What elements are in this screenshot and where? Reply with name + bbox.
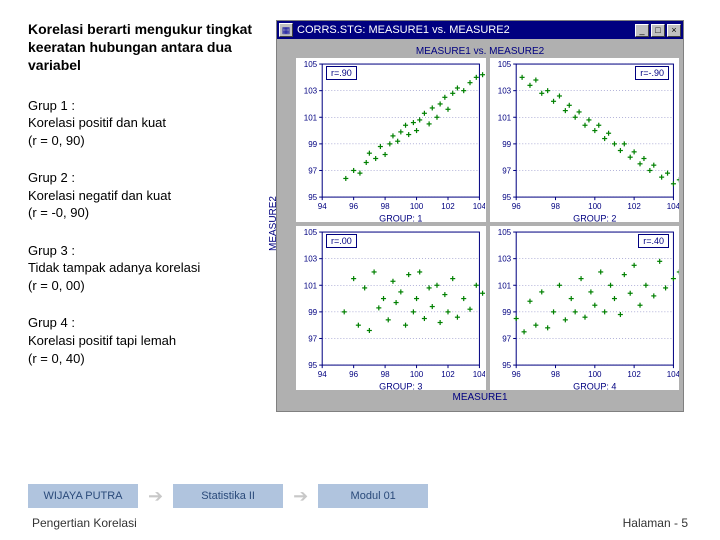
svg-text:97: 97: [502, 167, 511, 176]
tab-author: WIJAYA PUTRA: [28, 484, 138, 508]
svg-text:95: 95: [502, 193, 511, 202]
svg-text:98: 98: [381, 202, 390, 211]
group-3-body: Tidak tampak adanya korelasi: [28, 259, 260, 277]
svg-text:GROUP: 2: GROUP: 2: [573, 213, 616, 223]
svg-text:96: 96: [349, 370, 358, 379]
svg-text:103: 103: [304, 87, 318, 96]
r-label: r=.40: [638, 234, 669, 248]
svg-text:99: 99: [308, 140, 317, 149]
svg-text:101: 101: [497, 281, 511, 290]
svg-text:97: 97: [308, 167, 317, 176]
svg-text:101: 101: [497, 113, 511, 122]
svg-text:104: 104: [666, 370, 679, 379]
y-axis-label: MEASURE2: [266, 196, 281, 251]
svg-text:105: 105: [497, 60, 511, 69]
group-2: Grup 2 : Korelasi negatif dan kuat (r = …: [28, 169, 260, 222]
svg-text:103: 103: [497, 255, 511, 264]
svg-text:101: 101: [304, 113, 318, 122]
page-title: Korelasi berarti mengukur tingkat keerat…: [28, 20, 260, 75]
r-label: r=.00: [326, 234, 357, 248]
group-4-r: (r = 0, 40): [28, 350, 260, 368]
stat-window: ▦ CORRS.STG: MEASURE1 vs. MEASURE2 _ □ ×…: [276, 20, 684, 412]
group-4: Grup 4 : Korelasi positif tapi lemah (r …: [28, 314, 260, 367]
group-3-r: (r = 0, 00): [28, 277, 260, 295]
svg-text:99: 99: [502, 308, 511, 317]
scatter-panel-2: 95 97 99 101 103 105 96 98 100 102 104 GROUP: 2 r=-.…: [490, 58, 680, 222]
r-label: r=-.90: [635, 66, 669, 80]
scatter-panel-4: 95 97 99 101 103 105 96 98 100 102 104 GROUP: 4 r=.4…: [490, 226, 680, 390]
svg-text:95: 95: [502, 361, 511, 370]
svg-text:GROUP: 3: GROUP: 3: [379, 381, 422, 391]
svg-text:105: 105: [497, 228, 511, 237]
scatter-panel-1: 95 97 99 101 103 105 94 96 98 100 102 104 GROUP: 1 r=…: [296, 58, 486, 222]
minimize-icon[interactable]: _: [635, 24, 649, 37]
svg-text:103: 103: [304, 255, 318, 264]
svg-text:94: 94: [318, 370, 327, 379]
svg-text:104: 104: [473, 370, 486, 379]
svg-text:103: 103: [497, 87, 511, 96]
svg-text:100: 100: [588, 370, 602, 379]
svg-text:99: 99: [308, 308, 317, 317]
svg-text:101: 101: [304, 281, 318, 290]
svg-text:96: 96: [511, 370, 520, 379]
footnote-right: Halaman - 5: [623, 516, 688, 530]
r-label: r=.90: [326, 66, 357, 80]
scatter-panel-3: 95 97 99 101 103 105 94 96 98 100 102 104 GROUP: 3 r=…: [296, 226, 486, 390]
window-title: CORRS.STG: MEASURE1 vs. MEASURE2: [297, 24, 635, 36]
group-1-r: (r = 0, 90): [28, 132, 260, 150]
arrow-icon: ➔: [148, 486, 163, 507]
svg-text:GROUP: 1: GROUP: 1: [379, 213, 422, 223]
svg-text:102: 102: [627, 202, 641, 211]
chart-title: MEASURE1 vs. MEASURE2: [281, 43, 679, 58]
svg-text:100: 100: [410, 370, 424, 379]
svg-text:105: 105: [304, 228, 318, 237]
group-1-head: Grup 1 :: [28, 97, 260, 115]
svg-text:95: 95: [308, 361, 317, 370]
svg-text:98: 98: [381, 370, 390, 379]
group-1: Grup 1 : Korelasi positif dan kuat (r = …: [28, 97, 260, 150]
tab-module: Modul 01: [318, 484, 428, 508]
svg-text:97: 97: [502, 335, 511, 344]
group-3: Grup 3 : Tidak tampak adanya korelasi (r…: [28, 242, 260, 295]
group-2-r: (r = -0, 90): [28, 204, 260, 222]
tab-course: Statistika II: [173, 484, 283, 508]
svg-text:99: 99: [502, 140, 511, 149]
svg-text:98: 98: [551, 370, 560, 379]
svg-text:100: 100: [410, 202, 424, 211]
group-2-body: Korelasi negatif dan kuat: [28, 187, 260, 205]
titlebar: ▦ CORRS.STG: MEASURE1 vs. MEASURE2 _ □ ×: [277, 21, 683, 39]
footnote-left: Pengertian Korelasi: [32, 516, 137, 530]
group-4-body: Korelasi positif tapi lemah: [28, 332, 260, 350]
svg-text:100: 100: [588, 202, 602, 211]
arrow-icon: ➔: [293, 486, 308, 507]
svg-text:96: 96: [349, 202, 358, 211]
svg-text:102: 102: [441, 202, 455, 211]
svg-text:104: 104: [666, 202, 679, 211]
app-icon: ▦: [279, 23, 293, 37]
svg-text:105: 105: [304, 60, 318, 69]
svg-text:104: 104: [473, 202, 486, 211]
svg-text:94: 94: [318, 202, 327, 211]
group-3-head: Grup 3 :: [28, 242, 260, 260]
footer-tabs: WIJAYA PUTRA ➔ Statistika II ➔ Modul 01: [28, 484, 692, 508]
svg-text:GROUP: 4: GROUP: 4: [573, 381, 616, 391]
svg-text:97: 97: [308, 335, 317, 344]
group-4-head: Grup 4 :: [28, 314, 260, 332]
maximize-icon[interactable]: □: [651, 24, 665, 37]
x-axis-label: MEASURE1: [281, 390, 679, 407]
svg-text:96: 96: [511, 202, 520, 211]
svg-text:102: 102: [441, 370, 455, 379]
group-1-body: Korelasi positif dan kuat: [28, 114, 260, 132]
svg-text:98: 98: [551, 202, 560, 211]
svg-text:102: 102: [627, 370, 641, 379]
group-2-head: Grup 2 :: [28, 169, 260, 187]
close-icon[interactable]: ×: [667, 24, 681, 37]
svg-text:95: 95: [308, 193, 317, 202]
